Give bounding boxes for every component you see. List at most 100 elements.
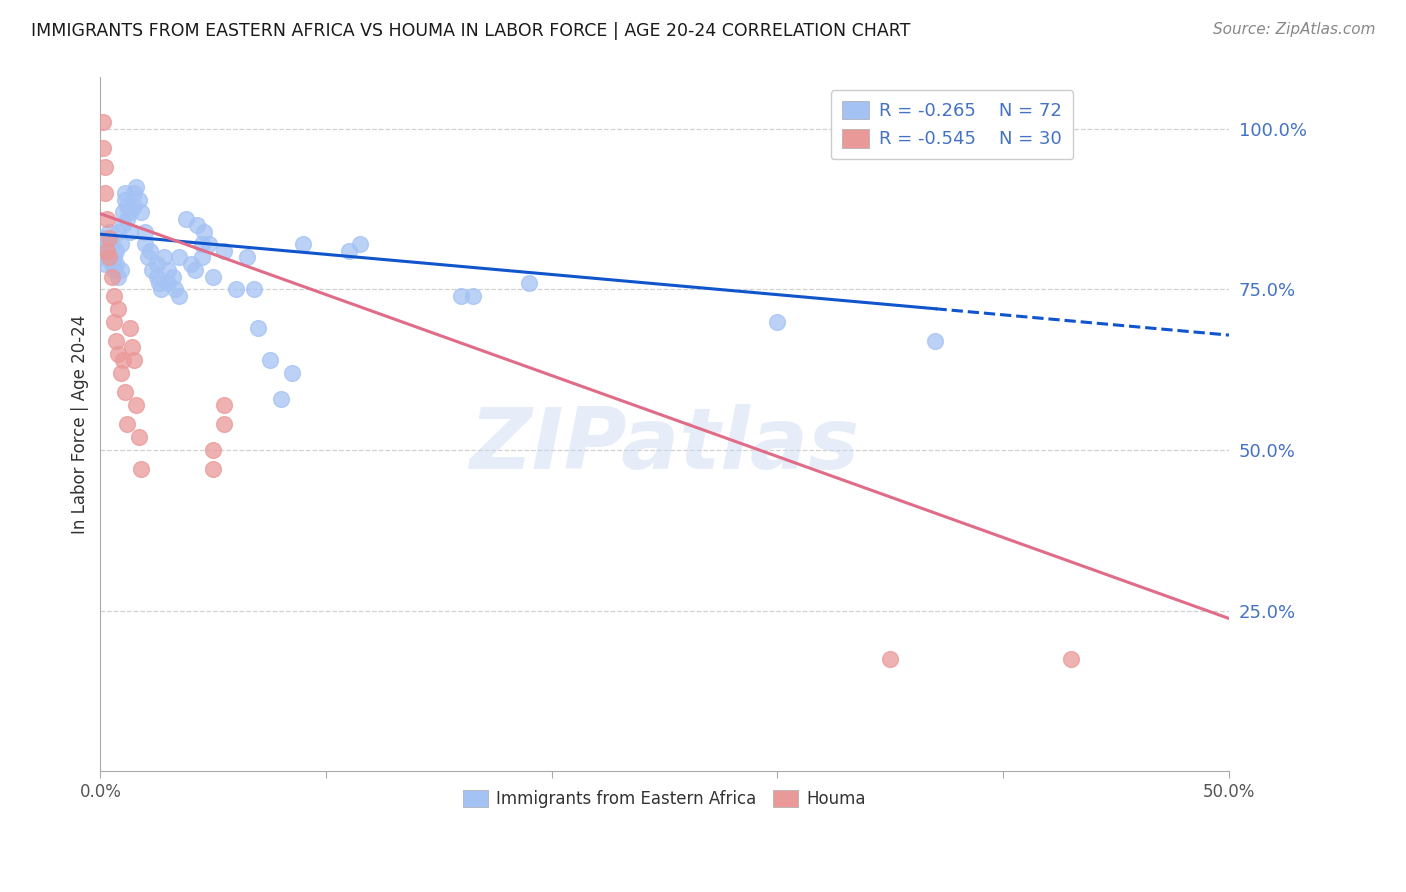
Point — [766, 315, 789, 329]
Point — [117, 417, 139, 432]
Point — [281, 366, 304, 380]
Point — [121, 340, 143, 354]
Point — [136, 251, 159, 265]
Point — [117, 211, 139, 226]
Point — [461, 289, 484, 303]
Point — [100, 257, 122, 271]
Point — [91, 231, 114, 245]
Point — [98, 251, 121, 265]
Point — [114, 193, 136, 207]
Point — [292, 237, 315, 252]
Point — [450, 289, 472, 303]
Point — [91, 141, 114, 155]
Point — [117, 199, 139, 213]
Point — [94, 257, 117, 271]
Point — [146, 257, 169, 271]
Point — [105, 244, 128, 258]
Point — [94, 161, 117, 175]
Point — [214, 398, 236, 412]
Point — [110, 237, 132, 252]
Point — [118, 205, 141, 219]
Point — [114, 385, 136, 400]
Point — [184, 263, 207, 277]
Point — [107, 347, 129, 361]
Point — [214, 417, 236, 432]
Point — [259, 353, 281, 368]
Point — [169, 251, 191, 265]
Point — [924, 334, 946, 348]
Point — [193, 225, 215, 239]
Point — [202, 443, 225, 458]
Point — [270, 392, 292, 406]
Point — [128, 430, 150, 444]
Point — [105, 257, 128, 271]
Point — [152, 251, 174, 265]
Point — [111, 353, 134, 368]
Point — [128, 193, 150, 207]
Point — [122, 186, 145, 200]
Point — [96, 231, 118, 245]
Point — [103, 289, 125, 303]
Point — [107, 301, 129, 316]
Point — [202, 462, 225, 476]
Point — [111, 205, 134, 219]
Legend: Immigrants from Eastern Africa, Houma: Immigrants from Eastern Africa, Houma — [457, 783, 873, 815]
Y-axis label: In Labor Force | Age 20-24: In Labor Force | Age 20-24 — [72, 315, 89, 534]
Point — [125, 179, 148, 194]
Point — [91, 115, 114, 129]
Point — [103, 315, 125, 329]
Point — [96, 251, 118, 265]
Point — [214, 244, 236, 258]
Point — [180, 257, 202, 271]
Point — [174, 211, 197, 226]
Point — [107, 269, 129, 284]
Point — [247, 321, 270, 335]
Point — [169, 289, 191, 303]
Point — [96, 244, 118, 258]
Point — [110, 263, 132, 277]
Point — [225, 283, 247, 297]
Text: Source: ZipAtlas.com: Source: ZipAtlas.com — [1212, 22, 1375, 37]
Point — [105, 334, 128, 348]
Point — [98, 225, 121, 239]
Point — [134, 237, 156, 252]
Point — [129, 205, 152, 219]
Point — [517, 276, 540, 290]
Point — [148, 276, 170, 290]
Point — [157, 263, 180, 277]
Point — [122, 199, 145, 213]
Point — [110, 366, 132, 380]
Point — [162, 269, 184, 284]
Point — [150, 283, 173, 297]
Point — [118, 321, 141, 335]
Point — [243, 283, 266, 297]
Point — [100, 237, 122, 252]
Point — [139, 244, 162, 258]
Point — [98, 244, 121, 258]
Point — [96, 211, 118, 226]
Point — [98, 231, 121, 245]
Text: ZIPatlas: ZIPatlas — [470, 404, 859, 487]
Point — [202, 269, 225, 284]
Point — [141, 263, 163, 277]
Point — [134, 225, 156, 239]
Point — [103, 263, 125, 277]
Point — [122, 353, 145, 368]
Point — [1060, 652, 1083, 666]
Point — [337, 244, 360, 258]
Point — [236, 251, 259, 265]
Point — [94, 186, 117, 200]
Point — [186, 218, 208, 232]
Point — [146, 269, 169, 284]
Point — [197, 237, 219, 252]
Point — [349, 237, 371, 252]
Point — [191, 251, 214, 265]
Point — [107, 225, 129, 239]
Point — [129, 462, 152, 476]
Point — [114, 186, 136, 200]
Point — [103, 251, 125, 265]
Point — [163, 283, 186, 297]
Point — [91, 251, 114, 265]
Text: IMMIGRANTS FROM EASTERN AFRICA VS HOUMA IN LABOR FORCE | AGE 20-24 CORRELATION C: IMMIGRANTS FROM EASTERN AFRICA VS HOUMA … — [31, 22, 910, 40]
Point — [118, 225, 141, 239]
